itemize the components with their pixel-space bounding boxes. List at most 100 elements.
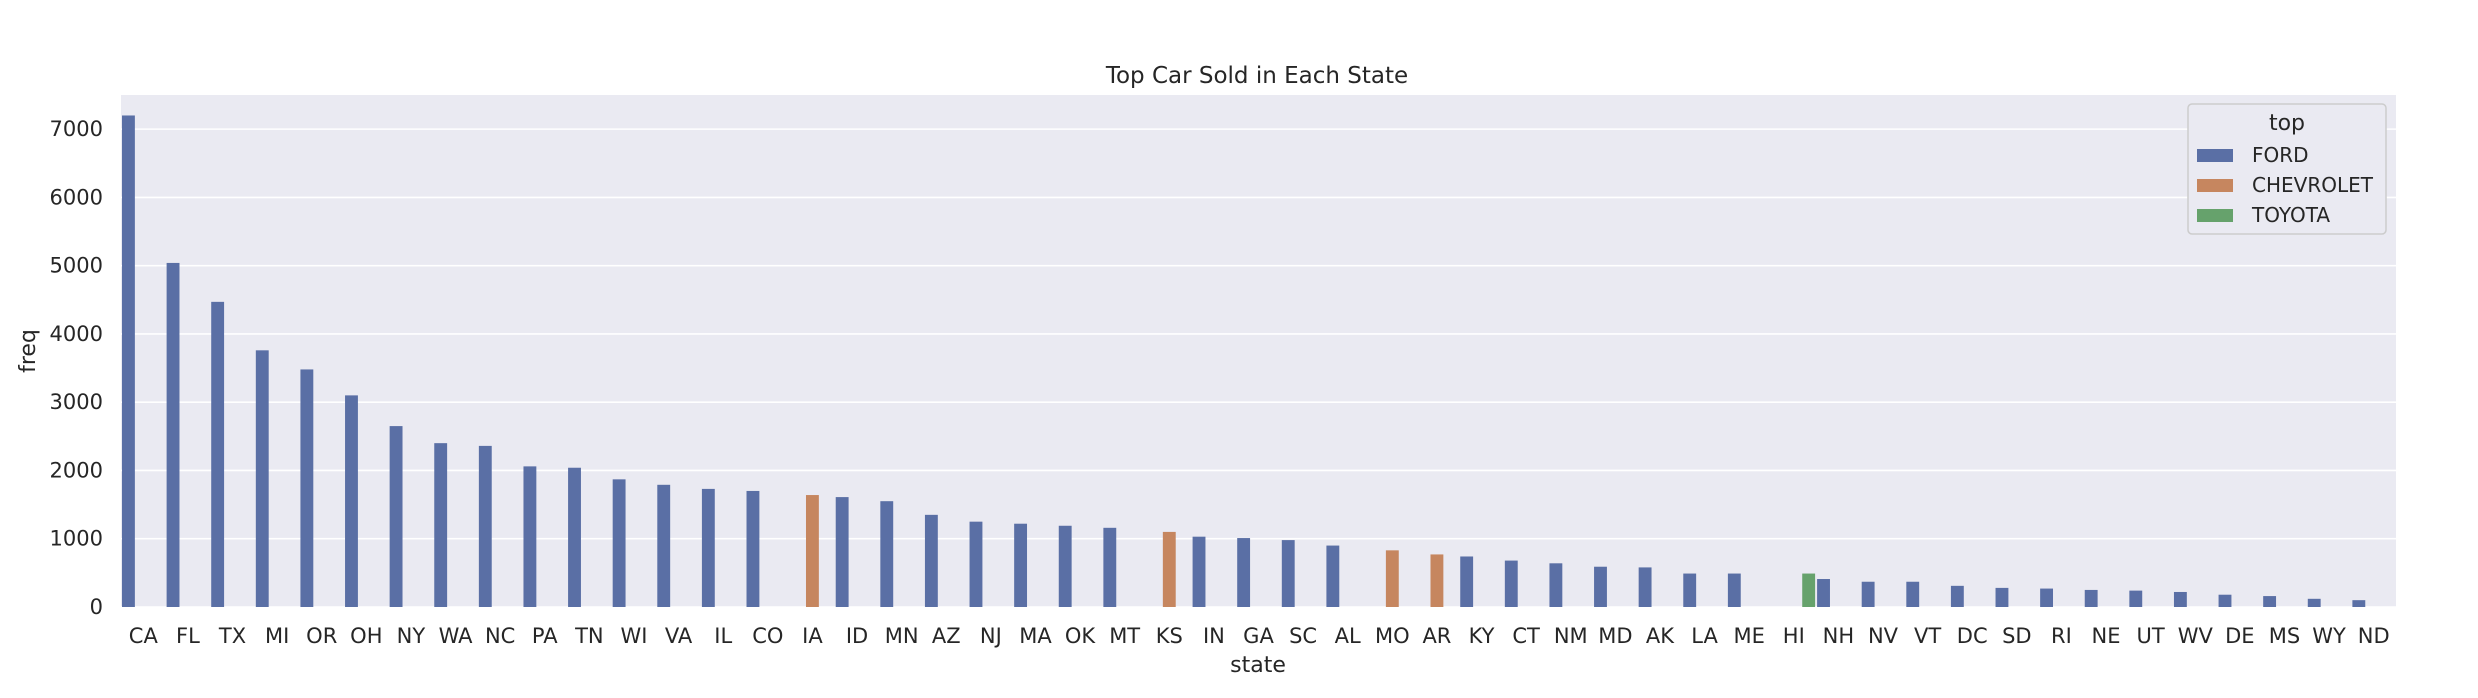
y-tick-label: 1000 [50, 527, 103, 551]
bar-al [1326, 545, 1340, 607]
bar-mo [1385, 550, 1399, 607]
bar-ut [2129, 590, 2143, 607]
plot-area [121, 95, 2396, 607]
bar-ok [1058, 525, 1072, 607]
x-tick-label: MT [1109, 624, 1140, 648]
bar-va [657, 484, 671, 607]
x-tick-label: VA [665, 624, 693, 648]
bar-hi [1802, 573, 1816, 607]
legend-label-toyota: TOYOTA [2251, 203, 2330, 227]
bar-ct [1504, 560, 1518, 607]
bar-mn [880, 501, 894, 607]
legend-swatch-toyota [2197, 209, 2233, 222]
x-tick-label: WY [2312, 624, 2346, 648]
x-tick-label: MA [1019, 624, 1052, 648]
bar-tn [568, 467, 581, 607]
bar-wi [612, 479, 626, 607]
x-tick-label: MD [1598, 624, 1632, 648]
legend-box [2187, 103, 2387, 235]
x-tick-label: OR [306, 624, 337, 648]
x-tick-label: NV [1868, 624, 1899, 648]
bar-fl [166, 262, 180, 607]
x-tick-label: HI [1783, 624, 1805, 648]
x-tick-label: CO [752, 624, 783, 648]
x-tick-label: IA [802, 624, 823, 648]
bar-in [1192, 536, 1206, 607]
bar-nv [1861, 581, 1875, 607]
x-tick-label: OH [350, 624, 382, 648]
legend-title: top [2269, 111, 2305, 136]
y-tick-label: 2000 [50, 458, 103, 482]
x-tick-label: WV [2178, 624, 2214, 648]
bar-nj [969, 521, 983, 607]
x-tick-label: MN [885, 624, 919, 648]
bar-ne [2084, 589, 2098, 607]
bar-ia [805, 495, 819, 607]
bar-il [701, 488, 715, 607]
bar-me [1727, 573, 1741, 607]
bar-dc [1950, 585, 1964, 607]
y-tick-label: 7000 [50, 117, 103, 141]
chart-title: Top Car Sold in Each State [1105, 63, 1408, 89]
bar-ks [1162, 531, 1176, 607]
x-tick-label: KY [1469, 624, 1495, 648]
bar-co [746, 490, 760, 607]
bar-or [300, 369, 314, 607]
y-axis-label: freq [16, 329, 41, 373]
legend-label-ford: FORD [2252, 143, 2309, 167]
x-tick-label: NH [1823, 624, 1855, 648]
x-tick-label: TN [574, 624, 604, 648]
bar-ak [1638, 567, 1652, 607]
x-tick-label: TX [218, 624, 246, 648]
bar-ar [1430, 554, 1444, 607]
x-tick-label: NE [2092, 624, 2121, 648]
x-tick-label: MI [265, 624, 289, 648]
legend: top FORD CHEVROLET TOYOTA [2187, 103, 2387, 235]
x-tick-label: RI [2051, 624, 2072, 648]
x-tick-label: SC [1289, 624, 1317, 648]
x-tick-label: ME [1733, 624, 1764, 648]
bar-ca [122, 115, 135, 607]
x-axis-label: state [1230, 653, 1286, 678]
x-tick-label: VT [1914, 624, 1941, 648]
bars [122, 115, 2366, 607]
x-tick-label: ID [846, 624, 868, 648]
bar-wy [2307, 598, 2321, 607]
x-tick-label: DC [1957, 624, 1988, 648]
x-tick-label: SD [2002, 624, 2032, 648]
bar-wa [434, 443, 448, 607]
grid-lines [121, 128, 2396, 608]
bar-ga [1237, 538, 1251, 607]
x-tick-label: PA [532, 624, 558, 648]
y-tick-label: 6000 [50, 185, 103, 209]
x-tick-label: NY [397, 624, 426, 648]
x-tick-label: CA [129, 624, 159, 648]
x-tick-label: NJ [980, 624, 1002, 648]
y-tick-label: 4000 [50, 322, 103, 346]
x-tick-label: LA [1691, 624, 1718, 648]
bar-id [835, 497, 849, 607]
x-tick-label: KS [1156, 624, 1183, 648]
x-tick-label: FL [176, 624, 200, 648]
y-tick-label: 5000 [50, 254, 103, 278]
bar-ri [2040, 588, 2054, 607]
legend-swatch-ford [2197, 149, 2233, 162]
bar-ny [389, 426, 403, 607]
x-tick-label: UT [2137, 624, 2165, 648]
bar-ms [2263, 596, 2277, 607]
bar-de [2218, 594, 2232, 607]
x-tick-label: AL [1335, 624, 1361, 648]
bar-sd [1995, 587, 2009, 607]
bar-tx [211, 301, 225, 607]
y-tick-label: 3000 [50, 390, 103, 414]
x-tick-label: IL [714, 624, 732, 648]
x-tick-label: MS [2269, 624, 2300, 648]
x-tick-label: NM [1554, 624, 1588, 648]
x-tick-label: DE [2225, 624, 2254, 648]
bar-mt [1103, 527, 1117, 607]
x-tick-label: CT [1512, 624, 1540, 648]
bar-pa [523, 466, 537, 607]
y-tick-labels: 0 1000 2000 3000 4000 5000 6000 7000 [50, 117, 103, 619]
x-tick-label: IN [1203, 624, 1225, 648]
